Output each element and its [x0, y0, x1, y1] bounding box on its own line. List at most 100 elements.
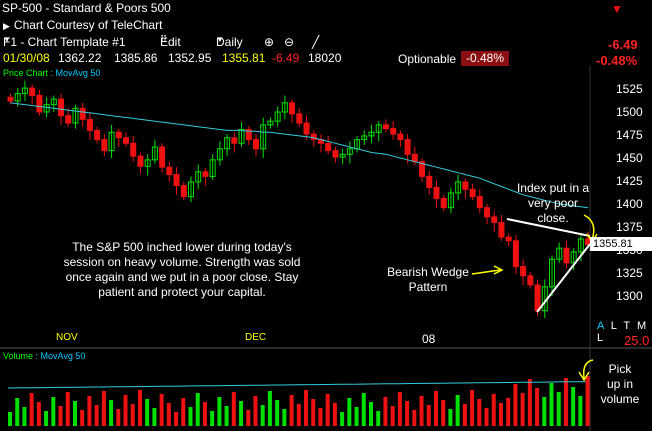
quote-high: 1385.86	[114, 51, 158, 65]
volume-bar	[289, 395, 294, 426]
volume-bar	[137, 390, 142, 426]
optionable-label: Optionable	[398, 52, 457, 66]
candle-body	[556, 247, 563, 260]
volume-bar	[58, 406, 63, 426]
candle-body	[411, 153, 418, 163]
candle-body	[202, 171, 209, 177]
range-selector[interactable]: A L T M L	[597, 320, 649, 344]
volume-bar	[470, 390, 475, 426]
candle-body	[94, 129, 101, 141]
triangle-icon: ▶	[3, 21, 10, 31]
volume-bar	[376, 411, 381, 426]
volume-bar	[123, 395, 128, 426]
volume-bar	[585, 376, 590, 426]
volume-bar	[195, 393, 200, 426]
candle-body	[447, 192, 454, 209]
candle-body	[498, 221, 505, 238]
quote-open: 1362.22	[58, 51, 102, 65]
volume-bar	[174, 412, 179, 426]
volume-bar	[65, 392, 70, 426]
volume-bar	[318, 408, 323, 426]
volume-bar	[94, 405, 99, 426]
zoom-out-icon[interactable]: ⊖	[284, 35, 295, 49]
volume-bar	[563, 378, 568, 426]
quote-low: 1352.95	[168, 51, 212, 65]
candle-body	[563, 247, 570, 264]
candle-body	[144, 159, 151, 167]
candle-body	[238, 128, 245, 144]
candle-body	[7, 96, 14, 102]
volume-ma-line	[7, 381, 586, 389]
candle-body	[166, 166, 173, 176]
quote-date: 01/30/08	[3, 51, 50, 65]
candle-body	[289, 102, 296, 115]
candle-body	[484, 207, 491, 218]
candle-body	[267, 120, 274, 126]
last-price-tag: 1355.81	[590, 237, 652, 251]
draw-pen-icon[interactable]: ╱	[312, 35, 320, 49]
candle-body	[549, 258, 555, 288]
candle-body	[260, 124, 267, 150]
volume-bar	[72, 401, 77, 426]
candle-body	[346, 148, 353, 155]
candle-body	[21, 87, 28, 95]
quote-volume: 18020	[308, 51, 342, 65]
volume-bar	[361, 393, 366, 426]
volume-bar	[109, 400, 114, 426]
candle-body	[375, 124, 382, 133]
ma50-line	[10, 102, 589, 209]
volume-bar	[304, 390, 309, 426]
change-right: -6.49	[608, 37, 638, 52]
zoom-in-icon[interactable]: ⊕	[264, 35, 275, 49]
price-tick-label: 1375	[616, 220, 643, 234]
price-tick-label: 1475	[616, 128, 643, 142]
volume-bar	[166, 403, 171, 426]
candle-body	[29, 87, 36, 96]
candle-body	[577, 238, 584, 253]
volume-bar	[491, 394, 496, 426]
date-tick-label: NOV	[56, 332, 78, 343]
title-bar: SP-500 - Standard & Poors 500 ▼	[2, 1, 623, 16]
symbol-label[interactable]: SP-500	[2, 1, 43, 15]
volume-bar	[224, 406, 229, 426]
volume-bar	[116, 409, 121, 426]
candle-body	[130, 142, 137, 157]
courtesy-text: Chart Courtesy of TeleChart	[13, 18, 163, 32]
volume-bar	[44, 411, 49, 426]
volume-bar	[260, 405, 265, 426]
volume-bar	[253, 396, 258, 426]
pct-right: -0.48%	[596, 53, 638, 68]
zoom-value[interactable]: 25.0	[624, 333, 650, 348]
candle-body	[397, 133, 404, 141]
volume-bar	[383, 397, 388, 426]
volume-bar	[311, 399, 316, 426]
chevron-down-icon: ▼	[3, 35, 11, 44]
volume-bar	[498, 403, 503, 426]
volume-bar	[36, 402, 41, 426]
volume-bar	[239, 401, 244, 426]
volume-bar	[405, 401, 410, 426]
volume-bar	[527, 379, 532, 426]
volume-bar	[448, 409, 453, 426]
volume-bar	[556, 392, 561, 426]
volume-bar	[217, 397, 222, 426]
volume-bar	[267, 391, 272, 426]
price-tick-label: 1400	[616, 197, 643, 211]
commentary-text: The S&P 500 inched lower during today's …	[63, 240, 301, 299]
candle-body	[527, 275, 534, 286]
candle-body	[462, 181, 469, 190]
candle-body	[476, 196, 483, 209]
wedge-arrow	[471, 269, 501, 275]
volume-bar	[87, 396, 92, 426]
volume-bar	[520, 393, 525, 426]
volume-bar	[29, 393, 34, 426]
volume-bar	[369, 402, 373, 426]
volume-bar	[130, 404, 135, 426]
candle-body	[419, 161, 426, 177]
candle-body	[426, 175, 433, 188]
volume-bar	[513, 384, 518, 426]
candle-body	[72, 107, 79, 124]
price-tick-label: 1325	[616, 266, 643, 280]
candle-body	[58, 98, 65, 117]
